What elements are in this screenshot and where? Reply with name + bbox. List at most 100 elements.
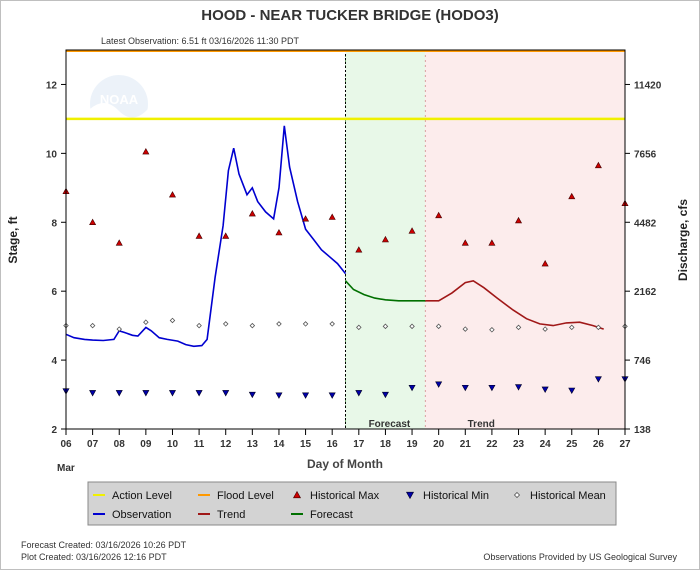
historical-max-marker [488, 239, 496, 246]
x-tick-label: 21 [460, 439, 472, 450]
historical-min-marker [594, 376, 602, 383]
data-provider: Observations Provided by US Geological S… [483, 552, 677, 562]
y2-tick-label: 138 [634, 425, 651, 436]
historical-min-marker [248, 391, 256, 399]
x-month-label: Mar [57, 463, 75, 474]
y-tick-label: 6 [51, 287, 57, 298]
y-axis-label: Stage, ft [6, 216, 20, 263]
y2-axis-label: Discharge, cfs [676, 199, 690, 281]
forecast-region-label: Forecast [369, 419, 411, 430]
historical-mean-marker [329, 321, 335, 327]
historical-max-marker [168, 191, 176, 198]
noaa-logo-text: NOAA [100, 92, 139, 107]
y-tick-label: 4 [51, 356, 57, 367]
legend-hist_max-swatch [292, 490, 302, 499]
historical-min-marker [488, 384, 496, 392]
x-tick-label: 27 [619, 439, 631, 450]
x-tick-label: 14 [273, 439, 285, 450]
historical-min-marker [115, 390, 123, 397]
historical-min-marker [568, 387, 576, 395]
historical-max-marker [195, 232, 203, 239]
y2-tick-label: 746 [634, 356, 651, 367]
historical-min-marker [142, 390, 150, 397]
historical-mean-marker [489, 327, 495, 333]
historical-mean-marker [143, 319, 149, 325]
forecast-line [344, 280, 426, 302]
historical-max-marker [568, 192, 576, 200]
historical-min-marker [89, 390, 97, 397]
historical-min-marker [328, 392, 336, 399]
x-tick-label: 10 [167, 439, 179, 450]
historical-max-marker [222, 232, 230, 239]
historical-mean-marker [89, 322, 96, 329]
x-axis-label: Day of Month [307, 457, 383, 471]
x-tick-label: 11 [194, 439, 205, 450]
x-tick-label: 26 [593, 439, 605, 450]
historical-max-marker [541, 260, 549, 267]
y2-tick-label: 7656 [634, 149, 657, 160]
historical-max-marker [275, 228, 283, 236]
chart-title: HOOD - NEAR TUCKER BRIDGE (HODO3) [201, 7, 499, 24]
noaa-logo-watermark: NOAA [90, 75, 148, 142]
x-tick-label: 15 [300, 439, 312, 450]
x-tick-label: 19 [406, 439, 418, 450]
y2-tick-label: 2162 [634, 287, 657, 298]
plot-created: Plot Created: 03/16/2026 12:16 PDT [21, 552, 167, 562]
historical-min-marker [541, 386, 549, 393]
legend-forecast-label: Forecast [310, 509, 353, 521]
historical-min-marker [355, 390, 363, 397]
historical-min-marker [195, 390, 203, 397]
x-tick-label: 22 [486, 439, 498, 450]
historical-mean-marker [276, 321, 282, 327]
historical-mean-marker [382, 323, 389, 330]
historical-mean-marker [356, 324, 362, 331]
legend-observation-label: Observation [112, 509, 171, 521]
historical-mean-marker [196, 322, 202, 329]
historical-mean-marker [462, 326, 469, 332]
y2-tick-label: 4482 [634, 218, 657, 229]
historical-max-marker [381, 235, 389, 243]
historical-max-marker [515, 216, 523, 224]
historical-mean-marker [595, 324, 602, 331]
x-tick-label: 12 [220, 439, 232, 450]
x-tick-label: 09 [140, 439, 152, 450]
historical-max-marker [461, 239, 469, 246]
x-tick-label: 20 [433, 439, 445, 450]
x-tick-label: 18 [380, 439, 392, 450]
historical-max-marker [142, 148, 150, 155]
legend-hist_mean-swatch [513, 491, 521, 499]
historical-mean-marker [409, 323, 415, 330]
x-tick-label: 13 [247, 439, 259, 450]
y-tick-label: 2 [51, 425, 57, 436]
legend: Action Level Flood Level Historical Max His… [87, 481, 617, 526]
y-tick-label: 8 [51, 218, 57, 229]
historical-min-marker [222, 390, 230, 397]
x-tick-label: 06 [60, 439, 72, 450]
y-tick-label: 12 [46, 80, 58, 91]
y2-tick-label: 11420 [634, 80, 662, 91]
historical-mean-marker [116, 326, 123, 332]
plot-area-border [65, 49, 626, 430]
historical-max-marker [355, 246, 363, 253]
forecast-created: Forecast Created: 03/16/2026 10:26 PDT [21, 540, 187, 550]
historical-max-marker [248, 210, 256, 217]
historical-mean-marker [302, 321, 309, 327]
latest-observation: Latest Observation: 6.51 ft 03/16/2026 1… [101, 36, 299, 46]
historical-max-marker [302, 215, 310, 222]
historical-mean-marker [169, 317, 176, 324]
legend-action-label: Action Level [112, 490, 172, 502]
historical-min-marker [275, 392, 283, 399]
historical-mean-marker [249, 322, 256, 329]
historical-mean-marker [568, 324, 575, 331]
x-tick-label: 08 [114, 439, 126, 450]
historical-mean-marker [542, 326, 548, 332]
trend-region-label: Trend [468, 419, 495, 430]
noaa-logo-wave [90, 102, 148, 142]
historical-min-marker [435, 381, 443, 388]
historical-max-marker [408, 227, 416, 234]
legend-hist_max-label: Historical Max [310, 490, 380, 502]
legend-hist_min-label: Historical Min [423, 490, 489, 502]
legend-hist_min-swatch [405, 491, 415, 500]
historical-max-marker [89, 218, 97, 225]
historical-min-marker [168, 390, 176, 397]
